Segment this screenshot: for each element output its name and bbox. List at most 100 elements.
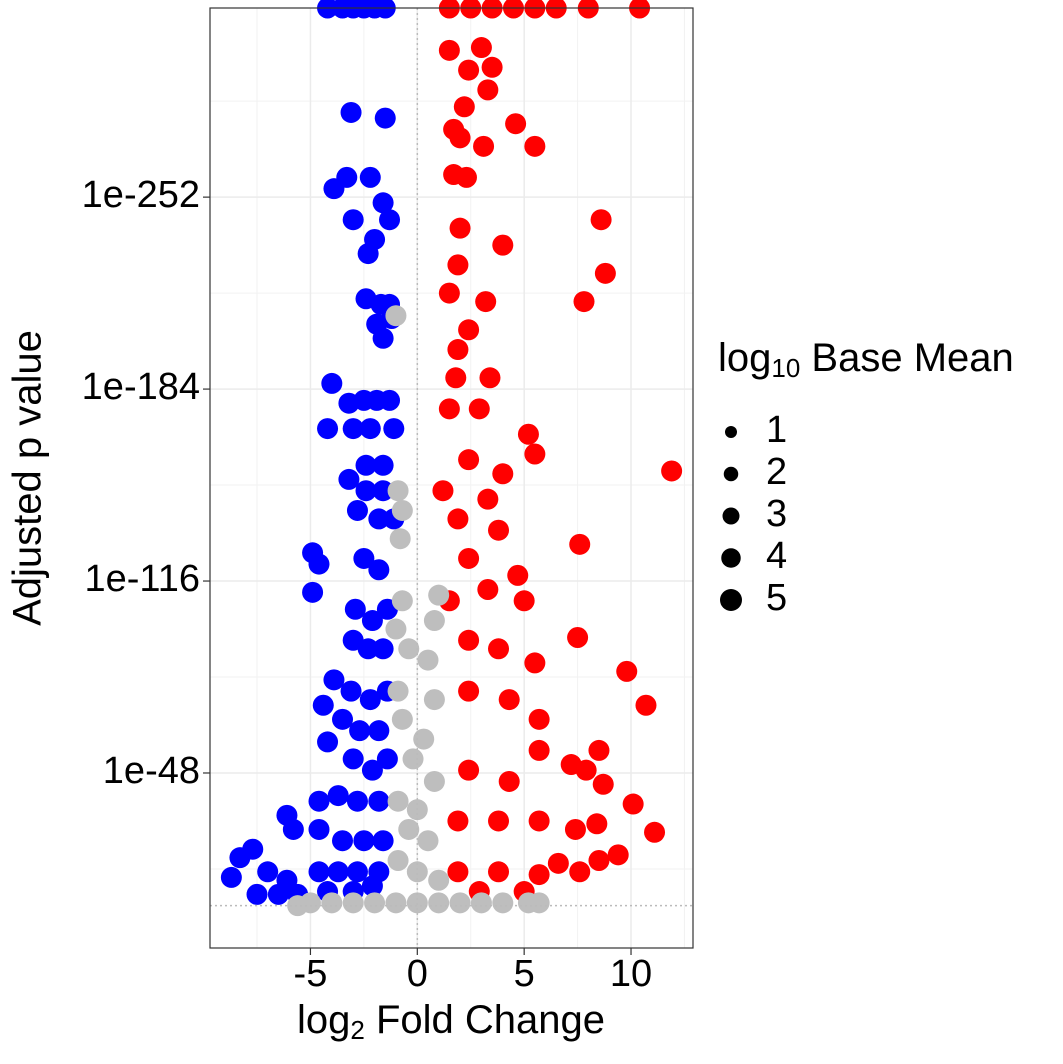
legend-key [722, 507, 740, 525]
y-tick-label: 1e-116 [84, 558, 200, 600]
point [327, 785, 349, 807]
point [428, 892, 450, 914]
point [417, 649, 439, 671]
legend-key [723, 466, 739, 482]
point [391, 708, 413, 730]
x-tick-label: 0 [407, 953, 428, 995]
point [616, 660, 638, 682]
x-axis-title: log2 Fold Change [297, 998, 605, 1045]
point [357, 243, 379, 265]
y-tick-label: 1e-252 [82, 174, 200, 216]
point [438, 398, 460, 420]
point [492, 234, 514, 256]
point [385, 618, 407, 640]
point [505, 113, 527, 135]
point [342, 748, 364, 770]
point [528, 864, 550, 886]
point [564, 818, 586, 840]
point [413, 728, 435, 750]
point [447, 508, 469, 530]
point [488, 519, 510, 541]
point [385, 305, 407, 327]
point [308, 861, 330, 883]
points [210, 0, 693, 948]
legend-key [721, 548, 741, 568]
point [447, 861, 469, 883]
point [368, 720, 390, 742]
point [594, 262, 616, 284]
point [517, 423, 539, 445]
point [398, 818, 420, 840]
legend-title-sub: 10 [771, 353, 800, 383]
point [383, 418, 405, 440]
point [229, 847, 251, 869]
point [592, 773, 614, 795]
point [545, 0, 567, 19]
point [528, 708, 550, 730]
point [453, 96, 475, 118]
point [423, 610, 445, 632]
point [524, 443, 546, 465]
point [332, 708, 354, 730]
point [361, 875, 383, 897]
point [547, 852, 569, 874]
point [364, 892, 386, 914]
point [374, 107, 396, 129]
point [488, 638, 510, 660]
x-tick-label: 10 [610, 953, 652, 995]
point [387, 790, 409, 812]
point [406, 892, 428, 914]
point [353, 830, 375, 852]
point [661, 460, 683, 482]
point [524, 135, 546, 157]
point [308, 790, 330, 812]
point [368, 790, 390, 812]
legend-label: 2 [766, 451, 787, 493]
point [481, 56, 503, 78]
point [372, 830, 394, 852]
point [361, 610, 383, 632]
point [302, 581, 324, 603]
point [391, 590, 413, 612]
point [479, 367, 501, 389]
point [498, 689, 520, 711]
point [308, 818, 330, 840]
point [590, 209, 612, 231]
point [447, 254, 469, 276]
point [428, 869, 450, 891]
point [445, 367, 467, 389]
point [458, 59, 480, 81]
point [473, 135, 495, 157]
point [372, 480, 394, 502]
x-tick-label: -5 [294, 953, 328, 995]
point [372, 638, 394, 660]
point [361, 759, 383, 781]
point [357, 638, 379, 660]
point [349, 720, 371, 742]
point [458, 759, 480, 781]
point [387, 480, 409, 502]
point [372, 192, 394, 214]
point [344, 598, 366, 620]
point [438, 39, 460, 61]
point [312, 694, 334, 716]
point [376, 748, 398, 770]
point [447, 810, 469, 832]
point [287, 895, 309, 917]
point [569, 861, 591, 883]
point [502, 0, 524, 19]
point [588, 739, 610, 761]
point [577, 0, 599, 19]
x-tick-label: 5 [514, 953, 535, 995]
point [588, 849, 610, 871]
point [458, 629, 480, 651]
point [567, 626, 589, 648]
y-tick-label: 1e-184 [82, 366, 200, 408]
x-title-rest: Fold Change [365, 998, 605, 1042]
point [346, 861, 368, 883]
point [402, 748, 424, 770]
point [458, 547, 480, 569]
point [492, 463, 514, 485]
